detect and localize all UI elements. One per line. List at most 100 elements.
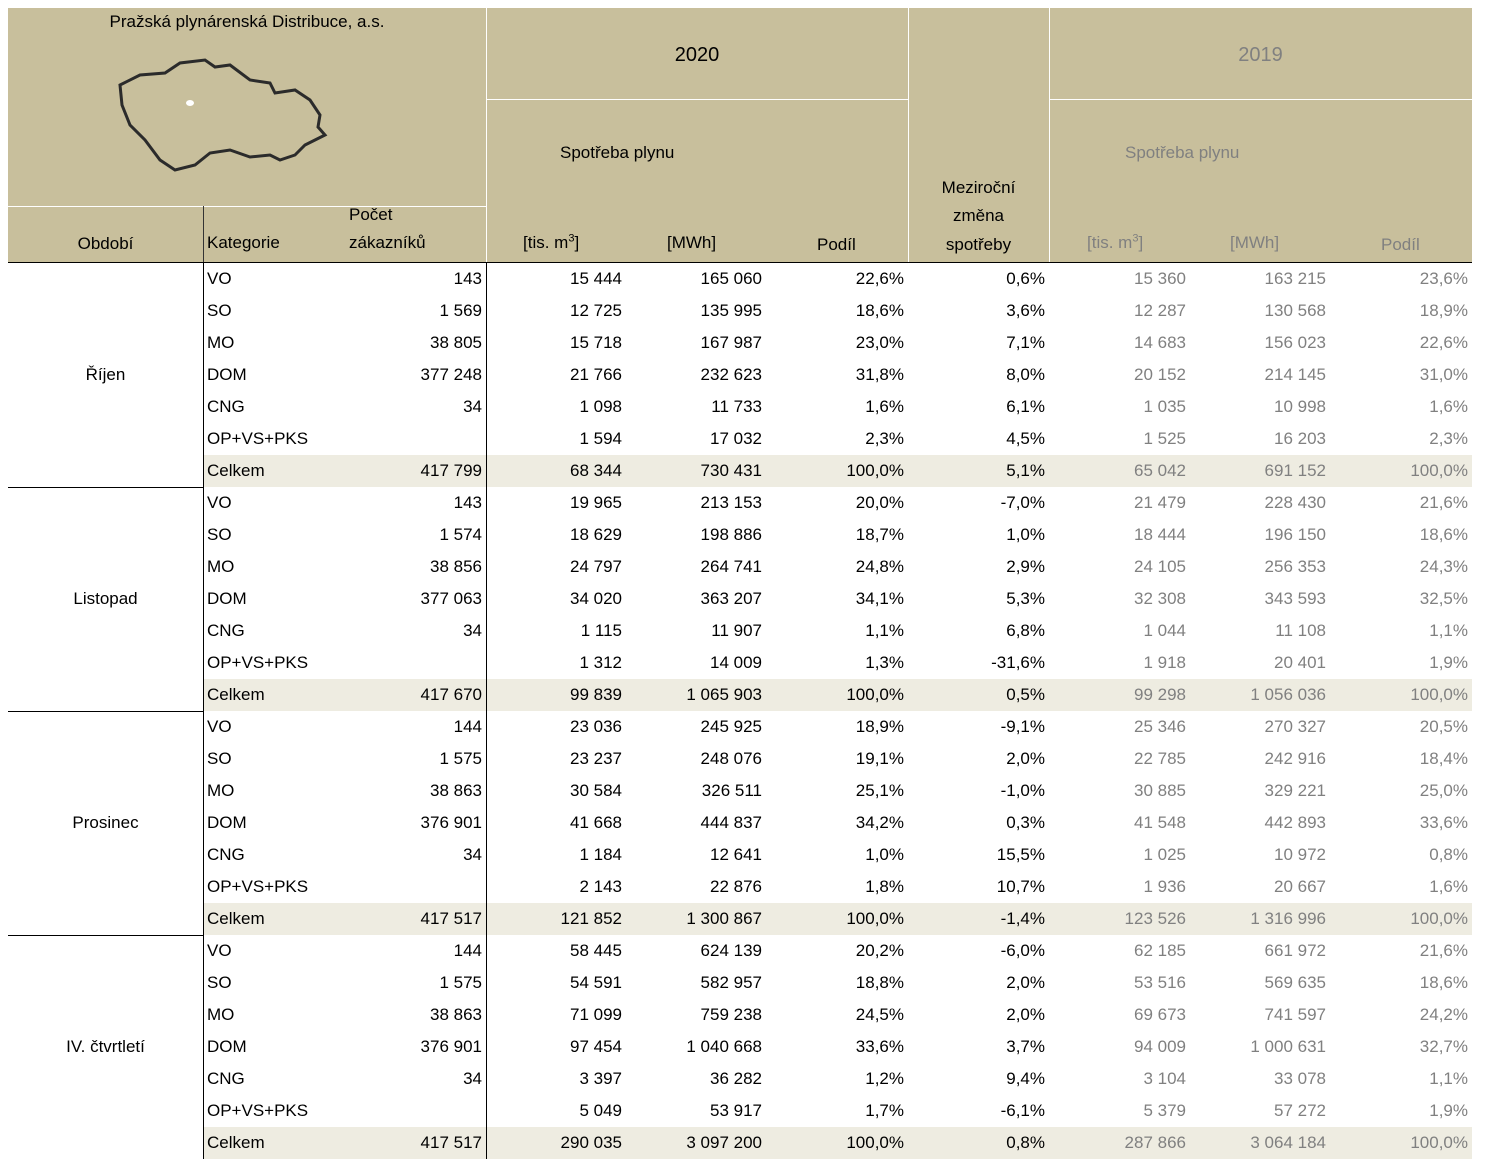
cell: 38 856 (430, 557, 482, 576)
group-divider (8, 487, 203, 488)
group-divider (8, 935, 203, 936)
period: IV. čtvrtletí (66, 1037, 145, 1056)
company: Pražská plynárenská Distribuce, a.s. (109, 12, 385, 31)
category: Celkem (207, 685, 265, 704)
cell: 15 444 (570, 269, 622, 288)
column-divider (203, 263, 204, 1159)
cell: 377 063 (420, 589, 482, 608)
cell: 2,3% (1429, 429, 1468, 448)
cell: 270 327 (1264, 717, 1326, 736)
category: SO (207, 749, 232, 768)
column-header: Podíl (817, 235, 856, 254)
cell: 38 863 (430, 1005, 482, 1024)
cell: 32,5% (1419, 589, 1468, 608)
cell: 23 036 (570, 717, 622, 736)
cell: 1,6% (1429, 397, 1468, 416)
cell: 53 516 (1134, 973, 1186, 992)
cell: 12 725 (570, 301, 622, 320)
cell: 11 108 (1275, 621, 1326, 640)
header-divider (1049, 8, 1050, 262)
cell: 121 852 (560, 909, 622, 928)
cell: 442 893 (1264, 813, 1326, 832)
cell: 0,8% (1429, 845, 1468, 864)
cell: 14 009 (710, 653, 762, 672)
cell: 10,7% (996, 877, 1045, 896)
cell: 232 623 (700, 365, 762, 384)
cell: 377 248 (420, 365, 482, 384)
category: SO (207, 973, 232, 992)
cell: 38 863 (430, 781, 482, 800)
cell: 11 907 (711, 621, 762, 640)
category: MO (207, 557, 235, 576)
cell: 0,3% (1006, 813, 1045, 832)
cell: 1,0% (1006, 525, 1045, 544)
cell: 228 430 (1264, 493, 1326, 512)
cell: 329 221 (1264, 781, 1326, 800)
unit: ] (1138, 233, 1144, 252)
cell: -1,4% (1000, 909, 1045, 928)
cell: 12 287 (1134, 301, 1186, 320)
period: Říjen (85, 365, 126, 384)
cell: 65 042 (1134, 461, 1186, 480)
cell: 1 098 (579, 397, 622, 416)
cell: 20,5% (1419, 717, 1468, 736)
cell: -31,6% (991, 653, 1045, 672)
total-bg (204, 1127, 1472, 1159)
cell: 19 965 (570, 493, 622, 512)
column-header: [MWh] (1230, 233, 1280, 252)
cell: 0,5% (1006, 685, 1045, 704)
cell: 4,5% (1006, 429, 1045, 448)
cell: 196 150 (1264, 525, 1326, 544)
cell: 417 670 (420, 685, 482, 704)
cell: 2,3% (865, 429, 904, 448)
cell: 5 049 (579, 1101, 622, 1120)
cell: 256 353 (1264, 557, 1326, 576)
cell: 38 805 (430, 333, 482, 352)
cell: 100,0% (1410, 1133, 1468, 1152)
cell: 376 901 (420, 1037, 482, 1056)
cell: 18,6% (1419, 973, 1468, 992)
cell: 624 139 (700, 941, 762, 960)
cell: 12 641 (710, 845, 762, 864)
cell: 1 918 (1143, 653, 1186, 672)
category: Celkem (207, 461, 265, 480)
category: DOM (207, 813, 247, 832)
cell: 759 238 (700, 1005, 762, 1024)
cell: 123 526 (1124, 909, 1186, 928)
cell: 7,1% (1006, 333, 1045, 352)
header-divider (1049, 99, 1472, 100)
cell: 54 591 (570, 973, 622, 992)
cell: 245 925 (700, 717, 762, 736)
cell: 18,4% (1419, 749, 1468, 768)
cell: 1 115 (580, 621, 622, 640)
cell: 32 308 (1134, 589, 1186, 608)
cell: 213 153 (700, 493, 762, 512)
column-header: [tis. m3] (523, 233, 579, 253)
cell: 100,0% (846, 1133, 904, 1152)
cell: 33,6% (855, 1037, 904, 1056)
category: VO (207, 941, 232, 960)
cell: 1 316 996 (1250, 909, 1326, 928)
cell: 1,6% (865, 397, 904, 416)
cell: 1 025 (1143, 845, 1186, 864)
cell: 0,6% (1006, 269, 1045, 288)
cell: 24 797 (570, 557, 622, 576)
cell: 1 936 (1143, 877, 1186, 896)
category: OP+VS+PKS (207, 653, 309, 672)
cell: 1 312 (579, 653, 622, 672)
cell: 22,6% (855, 269, 904, 288)
cell: 94 009 (1134, 1037, 1186, 1056)
cell: 1 040 668 (686, 1037, 762, 1056)
cell: 100,0% (1410, 461, 1468, 480)
header-divider (8, 206, 486, 207)
cell: 22 785 (1134, 749, 1186, 768)
cell: 6,1% (1006, 397, 1045, 416)
cell: 5 379 (1143, 1101, 1186, 1120)
cell: 97 454 (570, 1037, 622, 1056)
cell: 5,1% (1006, 461, 1045, 480)
cell: 1,3% (865, 653, 904, 672)
cell: 68 344 (570, 461, 622, 480)
cell: 248 076 (700, 749, 762, 768)
cell: 34,2% (855, 813, 904, 832)
